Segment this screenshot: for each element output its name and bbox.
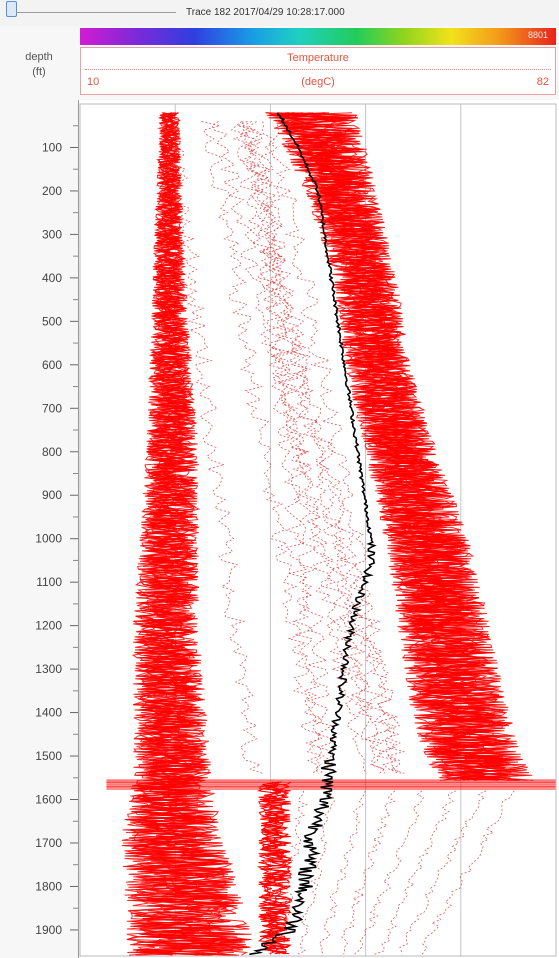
temperature-trace-lower-strip — [257, 782, 292, 955]
temperature-trace-sparse — [267, 121, 405, 774]
temperature-trace-lower-fan — [341, 790, 396, 955]
trace-label: Trace 182 2017/04/29 10:28:17.000 — [186, 7, 345, 18]
depth-tick-label: 500 — [42, 314, 62, 328]
temperature-trace-lower-fan — [421, 790, 515, 955]
temperature-trace-left-band — [124, 112, 246, 956]
depth-tick-label: 700 — [42, 401, 62, 415]
scale-min-label: 10 — [87, 76, 100, 88]
scale-unit-label: (degC) — [301, 76, 335, 88]
track-divider — [85, 69, 551, 70]
depth-label: depth — [25, 51, 53, 63]
depth-tick-label: 1700 — [35, 836, 62, 850]
temperature-trace-lower-fan — [318, 790, 366, 955]
temperature-trace-sparse — [242, 121, 386, 774]
depth-header: depth (ft) — [0, 50, 78, 80]
temperature-trace-sparse — [201, 121, 325, 774]
depth-tick-label: 400 — [42, 271, 62, 285]
highlighted-temperature-trace — [249, 112, 377, 956]
temperature-trace-right-band — [283, 112, 528, 781]
temperature-trace-lower-fan — [297, 790, 335, 955]
depth-tick-label: 1400 — [35, 706, 62, 720]
trace-bar: Trace 182 2017/04/29 10:28:17.000 — [0, 0, 559, 26]
depth-tick-label: 300 — [42, 227, 62, 241]
depth-tick-label: 1200 — [35, 619, 62, 633]
depth-axis-panel — [0, 100, 78, 958]
temperature-trace-sparse — [260, 121, 337, 774]
depth-tick-label: 1000 — [35, 532, 62, 546]
depth-tick-label: 600 — [42, 358, 62, 372]
depth-tick-label: 1900 — [35, 923, 62, 937]
temperature-trace-lower-strip — [258, 781, 292, 955]
temperature-trace-sparse — [245, 121, 324, 774]
depth-tick-label: 900 — [42, 488, 62, 502]
temperature-trace-sparse — [241, 121, 399, 774]
temperature-trace-sparse — [162, 121, 263, 774]
depth-tick-label: 1600 — [35, 793, 62, 807]
temperature-trace-left-band — [126, 112, 244, 956]
temperature-depth-chart: 100 200 300 400 500 600 700 800 900 1000 1100 1200 1… — [0, 100, 557, 958]
temperature-trace-right-band — [265, 112, 534, 781]
depth-tick-label: 1100 — [36, 575, 62, 589]
temperature-trace-lower-fan — [399, 790, 487, 955]
temperature-trace-lower-fan — [354, 790, 424, 955]
color-scale-bar: 8801 — [80, 28, 556, 45]
depth-tick-label: 100 — [42, 140, 62, 154]
depth-unit: (ft) — [32, 66, 46, 78]
trace-slider-thumb[interactable] — [6, 1, 17, 17]
temperature-trace-lower-fan — [374, 790, 457, 955]
track-title: Temperature — [287, 52, 349, 64]
temperature-trace-right-band — [268, 112, 523, 781]
temperature-track-header[interactable]: Temperature 10 (degC) 82 — [80, 47, 556, 95]
plot-border — [79, 103, 557, 957]
depth-tick-label: 800 — [42, 445, 62, 459]
depth-tick-label: 1500 — [35, 749, 62, 763]
trace-slider-track[interactable] — [16, 12, 176, 13]
depth-tick-label: 1300 — [35, 662, 62, 676]
temperature-trace-right-band — [273, 112, 519, 781]
scale-max-label: 82 — [536, 76, 549, 88]
depth-tick-label: 200 — [42, 184, 62, 198]
depth-tick-label: 1800 — [35, 879, 62, 893]
track-header: depth (ft) 8801 Temperature 10 (degC) 82 — [0, 26, 559, 100]
colorbar-max-label: 8801 — [527, 30, 548, 40]
